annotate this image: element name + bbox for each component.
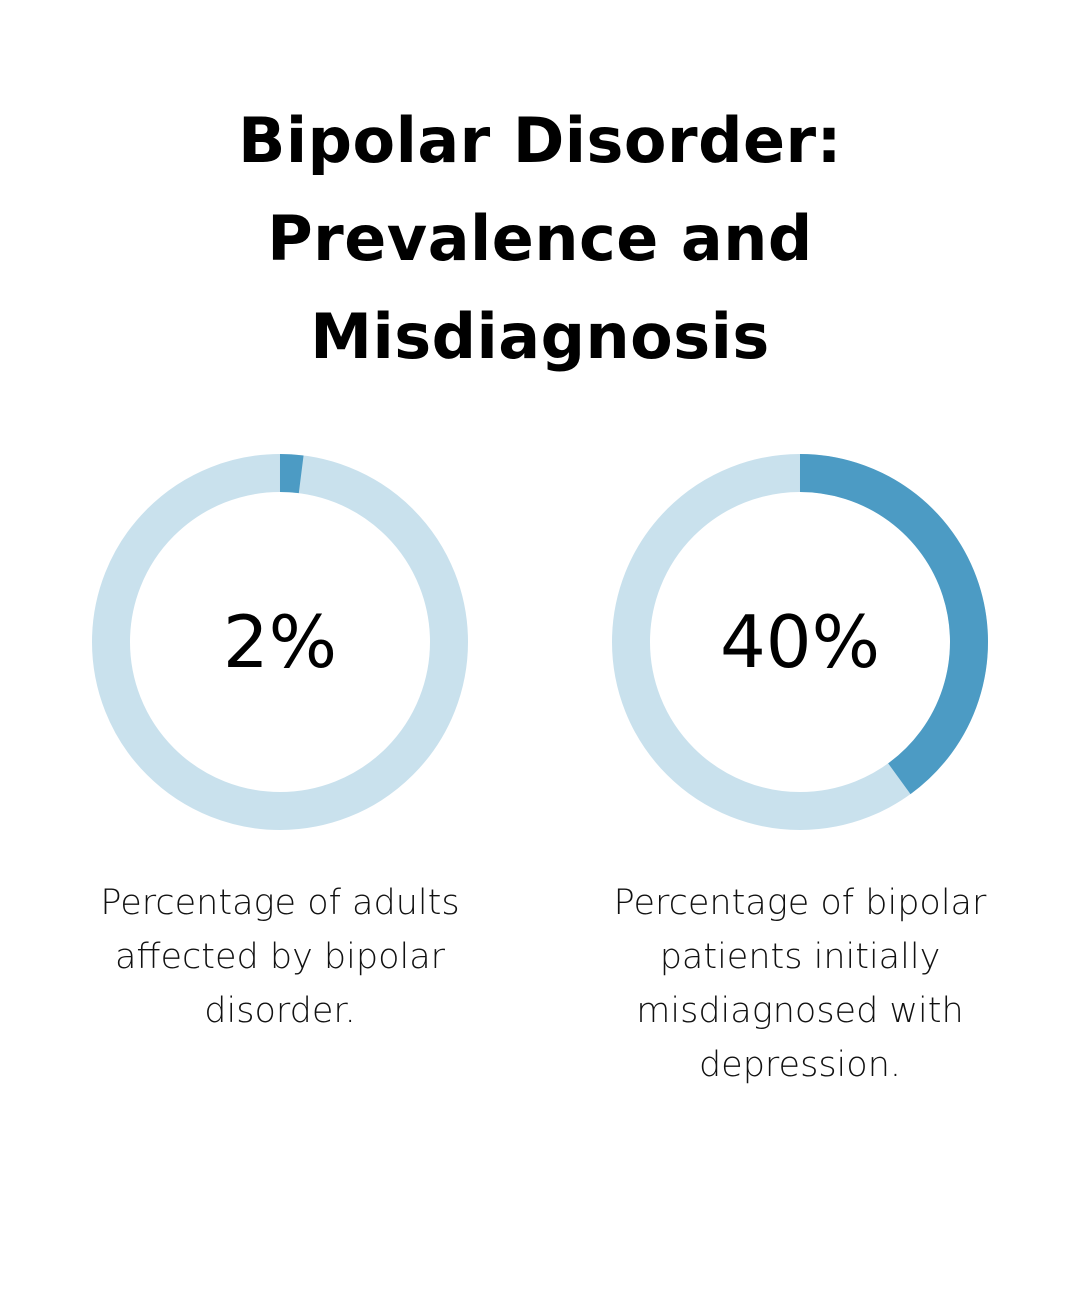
stat-caption: Percentage of bipolar patients initially… <box>613 883 987 1085</box>
donut-chart-adults: 2% <box>92 453 468 830</box>
donut-chart-misdiagnosis: 40% <box>612 454 988 830</box>
stat-card-misdiagnosis: 40% Percentage of bipolar patients initi… <box>590 452 1010 1092</box>
donut-fill-arc <box>279 453 304 494</box>
page-title: Bipolar Disorder: Prevalence and Misdiag… <box>238 104 842 373</box>
stat-caption: Percentage of adults affected by bipolar… <box>100 883 460 1031</box>
donut-value-label: 40% <box>720 600 880 684</box>
stat-card-adults: 2% Percentage of adults affected by bipo… <box>70 452 490 1038</box>
donut-value-label: 2% <box>223 600 337 684</box>
donut-fill-arc <box>799 454 988 795</box>
